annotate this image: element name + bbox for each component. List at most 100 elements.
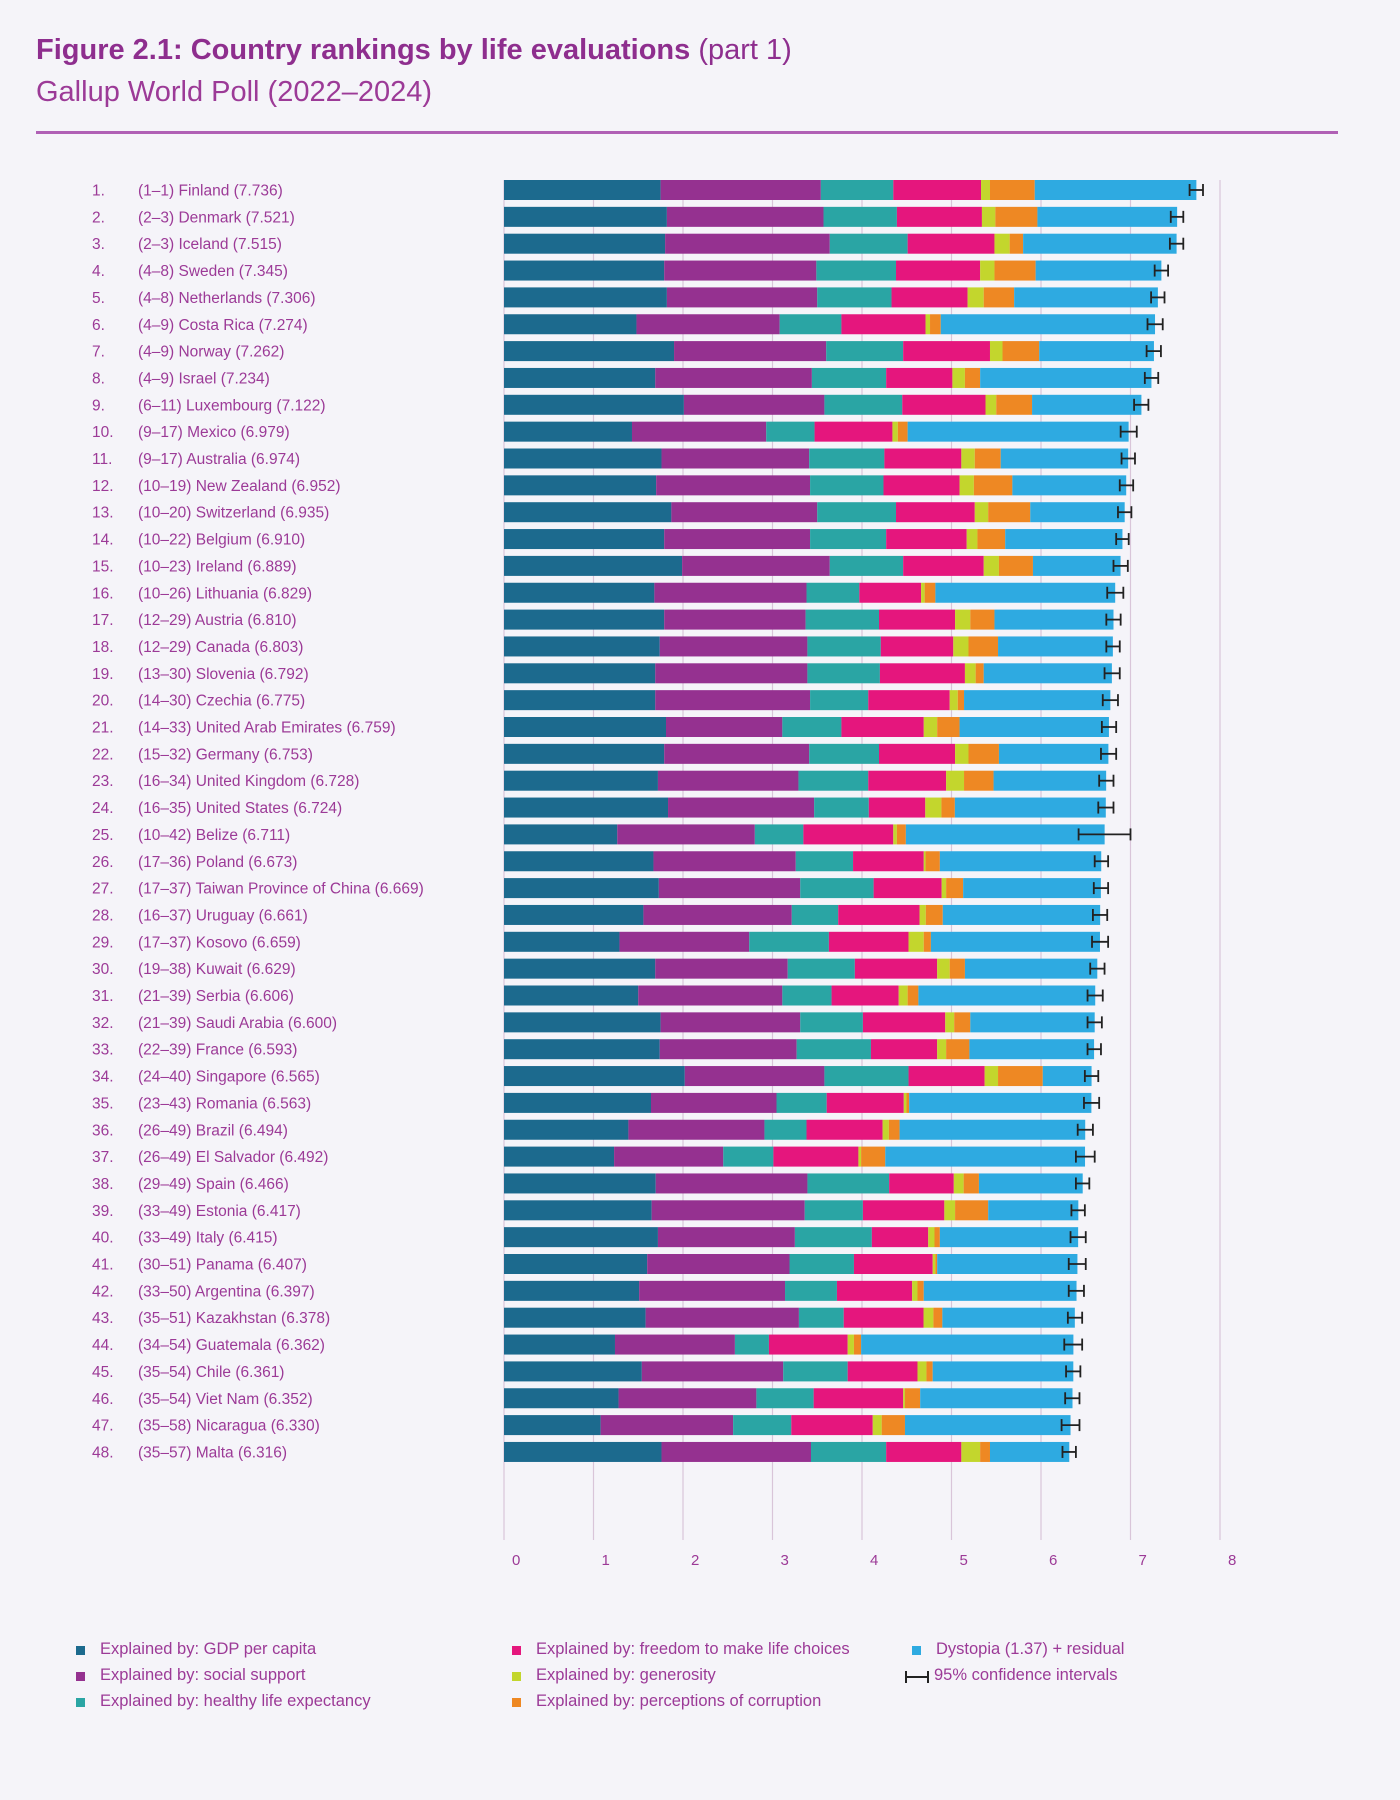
- bar-segment-health: [804, 1200, 863, 1221]
- x-tick-label: 0: [512, 1552, 520, 1569]
- country-label: (29–49) Spain (6.466): [138, 1176, 289, 1193]
- bar-segment-health: [826, 341, 904, 362]
- bar-segment-social: [600, 1415, 734, 1436]
- country-row: 10. (9–17) Mexico (6.979): [92, 421, 1138, 442]
- bar-segment-freedom: [880, 636, 954, 657]
- bar-segment-generosity: [908, 931, 924, 952]
- country-row: 5. (4–8) Netherlands (7.306): [92, 287, 1166, 308]
- bar-segment-corruption: [1002, 341, 1040, 362]
- country-row: 42. (33–50) Argentina (6.397): [92, 1280, 1085, 1301]
- bar-segment-freedom: [831, 985, 899, 1006]
- bar-segment-dystopia: [907, 421, 1129, 442]
- bar-segment-freedom: [886, 1441, 962, 1462]
- bar-segment-freedom: [814, 421, 893, 442]
- bar-segment-health: [723, 1146, 774, 1167]
- bar-segment-health: [829, 555, 904, 576]
- country-label: (9–17) Mexico (6.979): [138, 424, 290, 441]
- rank-label: 28.: [92, 907, 114, 924]
- bar-segment-dystopia: [905, 824, 1105, 845]
- bar-segment-corruption: [881, 1415, 905, 1436]
- bar-segment-generosity: [919, 904, 926, 925]
- bar-segment-health: [789, 1254, 854, 1274]
- bar-segment-freedom: [853, 851, 924, 872]
- bar-segment-dystopia: [923, 1280, 1077, 1301]
- bar-segment-health: [796, 1039, 871, 1060]
- country-row: 46. (35–54) Viet Nam (6.352): [92, 1388, 1081, 1409]
- country-row: 48. (35–57) Malta (6.316): [92, 1441, 1077, 1462]
- bar-segment-freedom: [868, 770, 947, 791]
- bar-segment-social: [684, 1066, 825, 1087]
- country-label: (13–30) Slovenia (6.792): [138, 666, 309, 683]
- bar-segment-health: [776, 1092, 827, 1113]
- bar-segment-generosity: [903, 1388, 905, 1409]
- rank-label: 34.: [92, 1069, 114, 1086]
- bar-segment-freedom: [896, 206, 982, 227]
- bar-segment-corruption: [917, 1280, 924, 1301]
- country-label: (17–36) Poland (6.673): [138, 854, 297, 871]
- bar-segment-health: [794, 1227, 872, 1248]
- bar-segment-dystopia: [1012, 475, 1127, 496]
- country-label: (16–35) United States (6.724): [138, 800, 342, 817]
- rank-label: 3.: [92, 236, 105, 253]
- figure-title: Figure 2.1: Country rankings by life eva…: [36, 34, 792, 67]
- bar-segment-social: [668, 797, 815, 818]
- bar-segment-generosity: [946, 770, 965, 791]
- bar-segment-generosity: [949, 690, 958, 711]
- bar-segment-gdp: [504, 824, 618, 845]
- bar-segment-health: [782, 985, 832, 1006]
- bar-segment-dystopia: [998, 636, 1113, 657]
- bar-segment-generosity: [966, 529, 978, 550]
- bar-segment-corruption: [957, 690, 965, 711]
- rank-label: 33.: [92, 1042, 114, 1059]
- country-row: 20. (14–30) Czechia (6.775): [92, 690, 1119, 711]
- bar-segment-gdp: [504, 1146, 615, 1167]
- bar-segment-health: [800, 1012, 863, 1033]
- country-row: 4. (4–8) Sweden (7.345): [92, 260, 1169, 281]
- bar-segment-corruption: [998, 1066, 1043, 1087]
- bar-segment-dystopia: [983, 663, 1112, 684]
- bar-segment-freedom: [903, 555, 984, 576]
- bar-segment-health: [749, 931, 829, 952]
- country-row: 33. (22–39) France (6.593): [92, 1039, 1102, 1060]
- bar-segment-freedom: [853, 1254, 933, 1274]
- bar-segment-dystopia: [939, 1227, 1079, 1248]
- bar-segment-dystopia: [937, 1254, 1078, 1274]
- bar-segment-social: [683, 394, 825, 415]
- country-label: (26–49) Brazil (6.494): [138, 1122, 288, 1139]
- bar-segment-gdp: [504, 448, 662, 469]
- country-row: 12. (10–19) New Zealand (6.952): [92, 475, 1135, 496]
- country-row: 14. (10–22) Belgium (6.910): [92, 529, 1130, 550]
- country-label: (1–1) Finland (7.736): [138, 183, 283, 200]
- rank-label: 7.: [92, 344, 105, 361]
- bar-segment-health: [814, 797, 869, 818]
- rank-label: 30.: [92, 961, 114, 978]
- figure-title-part: (part 1): [698, 34, 792, 66]
- bar-segment-generosity: [955, 609, 971, 630]
- bar-segment-gdp: [504, 502, 672, 523]
- country-row: 37. (26–49) El Salvador (6.492): [92, 1146, 1096, 1167]
- bar-segment-social: [655, 1173, 808, 1194]
- bar-segment-health: [779, 314, 842, 335]
- bar-segment-dystopia: [989, 1441, 1070, 1462]
- bar-segment-social: [659, 636, 808, 657]
- bar-segment-corruption: [974, 448, 1001, 469]
- bar-segment-generosity: [923, 1307, 934, 1328]
- bar-segment-social: [631, 421, 767, 442]
- country-label: (10–20) Switzerland (6.935): [138, 505, 329, 522]
- bar-segment-social: [636, 314, 780, 335]
- bar-segment-generosity: [925, 314, 931, 335]
- country-label: (10–42) Belize (6.711): [138, 827, 290, 844]
- bar-segment-social: [641, 1361, 784, 1382]
- country-label: (4–9) Norway (7.262): [138, 344, 284, 361]
- bar-segment-generosity: [892, 421, 898, 442]
- country-label: (17–37) Kosovo (6.659): [138, 934, 301, 951]
- bar-segment-dystopia: [918, 985, 1096, 1006]
- bar-segment-freedom: [862, 1012, 946, 1033]
- bar-segment-corruption: [973, 475, 1013, 496]
- bar-segment-health: [824, 1066, 909, 1087]
- bar-segment-corruption: [935, 1254, 938, 1274]
- bar-segment-corruption: [897, 421, 908, 442]
- bar-segment-freedom: [803, 824, 894, 845]
- country-row: 47. (35–58) Nicaragua (6.330): [92, 1415, 1081, 1436]
- bar-segment-corruption: [933, 1307, 943, 1328]
